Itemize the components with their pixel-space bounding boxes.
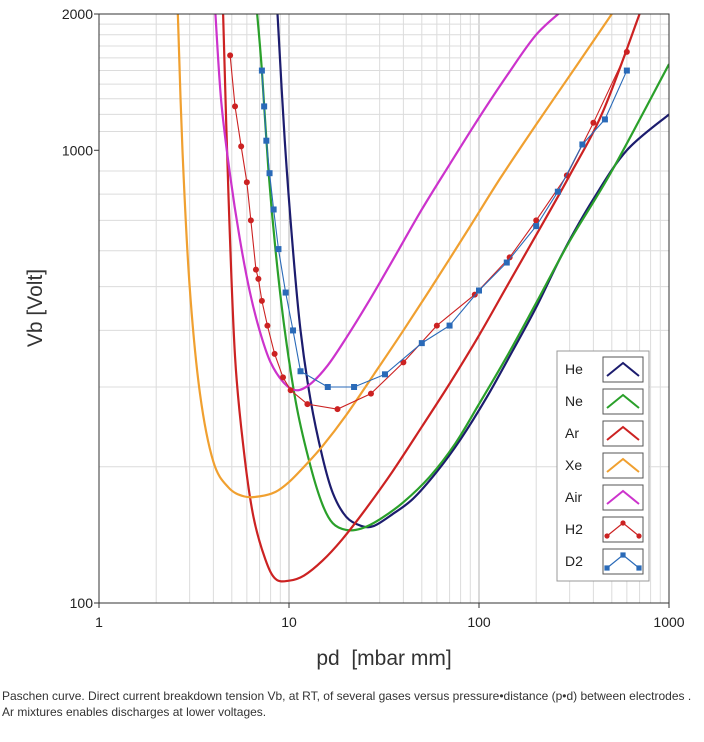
series-line-ne <box>256 14 669 532</box>
data-point-h2 <box>533 217 540 224</box>
data-point-h2 <box>400 359 407 366</box>
legend-line-air <box>606 489 640 505</box>
data-point-h2 <box>506 254 513 261</box>
data-point-d2 <box>297 368 304 375</box>
data-point-h2 <box>334 406 341 413</box>
data-point-h2 <box>367 390 374 397</box>
legend-marker-d2 <box>636 565 642 571</box>
data-point-d2 <box>381 371 388 378</box>
legend-swatch-ne <box>602 388 644 415</box>
legend-label-d2: D2 <box>565 553 583 569</box>
x-tick-label: 1000 <box>653 614 684 630</box>
legend-label-air: Air <box>565 489 582 505</box>
legend-line-xe <box>606 457 640 473</box>
data-point-h2 <box>238 143 245 150</box>
legend: He Ne Ar Xe Air H2 D2 <box>556 350 650 582</box>
data-point-d2 <box>324 383 331 390</box>
legend-label-ne: Ne <box>565 393 583 409</box>
legend-line-ne <box>606 393 640 409</box>
legend-label-he: He <box>565 361 583 377</box>
data-point-d2 <box>351 383 358 390</box>
x-tick-label: 10 <box>281 614 297 630</box>
legend-marker-h2 <box>620 520 626 526</box>
legend-marker-d2 <box>604 565 610 571</box>
data-point-d2 <box>282 289 289 296</box>
y-axis-title: Vb [Volt] <box>24 269 47 347</box>
data-point-h2 <box>304 401 311 408</box>
legend-label-ar: Ar <box>565 425 579 441</box>
data-point-d2 <box>266 170 273 177</box>
data-point-h2 <box>255 275 262 282</box>
data-point-h2 <box>232 103 239 110</box>
y-tick-label: 2000 <box>62 6 93 22</box>
data-point-d2 <box>446 322 453 329</box>
legend-line-ar <box>606 425 640 441</box>
data-point-h2 <box>252 266 259 273</box>
data-point-h2 <box>227 52 234 59</box>
legend-swatch-air <box>602 484 644 511</box>
legend-swatch-ar <box>602 420 644 447</box>
data-point-d2 <box>601 116 608 123</box>
legend-swatch-he <box>602 356 644 383</box>
data-point-d2 <box>261 103 268 110</box>
paschen-chart: 1 10 100 1000 100 1000 2000 Vb [Volt] pd [mbar… <box>24 6 685 670</box>
data-point-d2 <box>263 137 270 144</box>
legend-line-he <box>606 361 640 377</box>
legend-marker-h2 <box>636 533 642 539</box>
y-tick-label: 1000 <box>62 142 93 158</box>
data-point-d2 <box>258 67 265 74</box>
series-line-ar <box>222 14 641 583</box>
data-point-d2 <box>623 67 630 74</box>
y-tick-label: 100 <box>70 595 94 611</box>
data-point-h2 <box>258 297 265 304</box>
data-point-h2 <box>433 322 440 329</box>
tick-labels: 1 10 100 1000 100 1000 2000 <box>62 6 685 630</box>
data-point-h2 <box>264 322 271 329</box>
data-point-h2 <box>243 179 250 186</box>
series-line-air <box>214 14 560 392</box>
data-point-h2 <box>623 48 630 55</box>
data-point-h2 <box>590 119 597 126</box>
data-point-h2 <box>247 217 254 224</box>
figure-caption: Paschen curve. Direct current breakdown … <box>2 689 692 719</box>
x-tick-label: 1 <box>95 614 103 630</box>
x-axis-title: pd [mbar mm] <box>316 647 451 670</box>
series-line-xe <box>176 14 613 499</box>
data-point-d2 <box>476 287 482 294</box>
legend-marker-d2 <box>620 552 626 558</box>
data-point-d2 <box>554 188 561 195</box>
x-tick-label: 100 <box>467 614 491 630</box>
data-point-d2 <box>503 259 510 266</box>
series-layer <box>176 14 669 583</box>
data-point-d2 <box>533 223 540 230</box>
data-point-h2 <box>280 374 287 381</box>
data-point-h2 <box>287 387 294 394</box>
legend-swatch-xe <box>602 452 644 479</box>
data-point-d2 <box>290 327 297 334</box>
data-point-d2 <box>275 246 282 253</box>
data-point-d2 <box>418 340 425 347</box>
data-point-h2 <box>271 350 278 357</box>
plot-frame <box>98 13 670 604</box>
legend-label-h2: H2 <box>565 521 583 537</box>
legend-label-xe: Xe <box>565 457 582 473</box>
data-point-d2 <box>579 141 586 148</box>
data-point-d2 <box>270 206 277 213</box>
legend-marker-h2 <box>604 533 610 539</box>
